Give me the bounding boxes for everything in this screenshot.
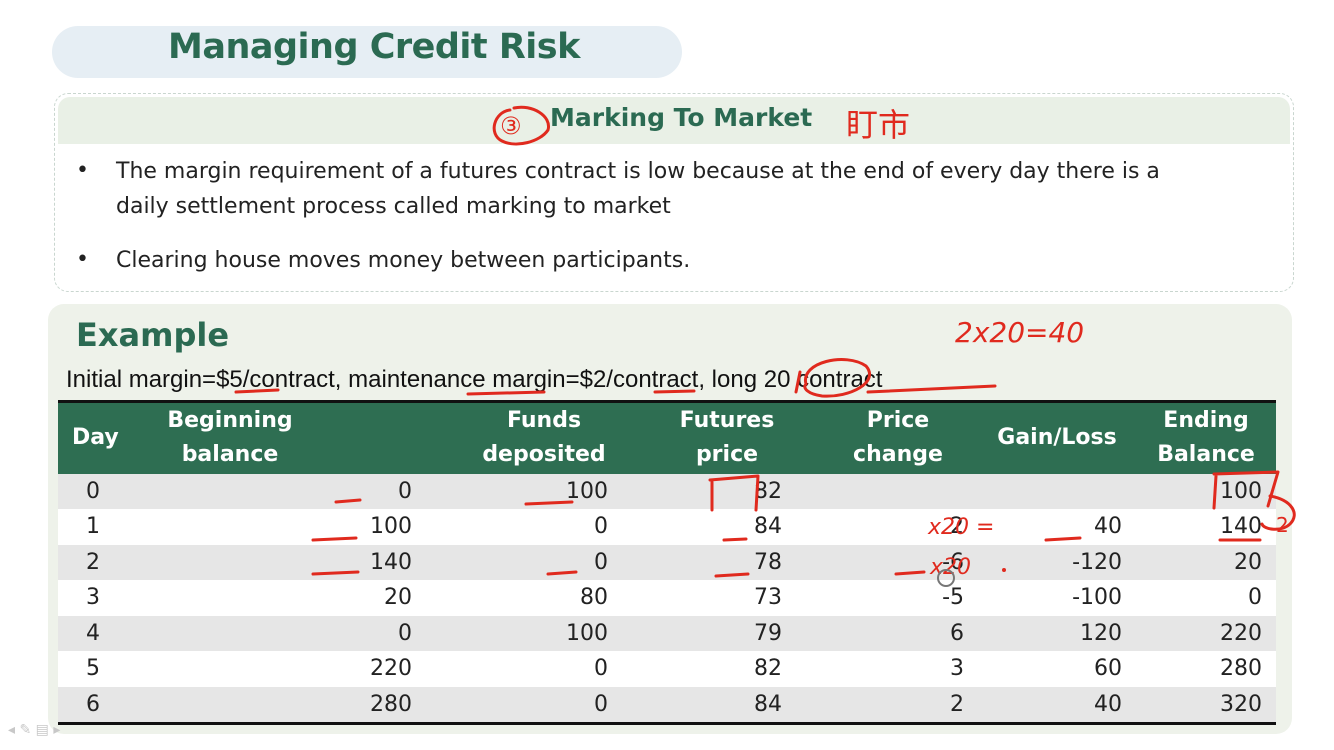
- cell-funds-deposited: 80: [580, 585, 608, 611]
- cell-beginning-balance: 0: [398, 620, 412, 646]
- header-beginning-balance: Beginning balance: [136, 400, 440, 474]
- cell-day: 4: [86, 620, 100, 646]
- cell-futures-price: 84: [754, 514, 782, 540]
- cell-price-change: [810, 474, 978, 510]
- cell-futures-price: 78: [754, 549, 782, 575]
- cell-gain-loss: -120: [1072, 549, 1122, 575]
- header-futures-price: Futures price: [648, 400, 810, 474]
- table-row: 6 280 0 84 2 40 320: [58, 686, 1276, 725]
- cell-price-change: 2: [810, 686, 978, 725]
- cell-day: 5: [86, 656, 100, 682]
- cell-beginning-balance: 20: [384, 585, 412, 611]
- cell-ending-balance: 20: [1234, 549, 1262, 575]
- cell-price-change: 2: [950, 514, 964, 540]
- cell-ending-balance: 140: [1220, 514, 1262, 540]
- cell-day: 6: [58, 686, 136, 725]
- table-row: 2 140 0 78 -6 -120 20: [58, 544, 1276, 580]
- cell-futures-price: 84: [648, 686, 810, 725]
- table-header-row: Day Beginning balance Funds deposited Futu…: [58, 400, 1276, 474]
- prev-arrow-icon[interactable]: ◂: [8, 722, 16, 738]
- header-price-change: Price change: [810, 400, 978, 474]
- cell-funds-deposited: 100: [566, 478, 608, 504]
- section-header-bar: [58, 97, 1290, 144]
- bullet-marker: •: [76, 158, 89, 183]
- cell-futures-price: 82: [754, 478, 782, 504]
- cell-beginning-balance: 220: [370, 656, 412, 682]
- cell-beginning-balance: 280: [136, 686, 440, 725]
- cell-futures-price: 73: [754, 585, 782, 611]
- table-row: 1 100 0 84 2 40 140: [58, 509, 1276, 545]
- cell-ending-balance: 220: [1220, 620, 1262, 646]
- title-bar: [52, 26, 682, 78]
- margin-account-table: Day Beginning balance Funds deposited Futu…: [58, 400, 1276, 725]
- bullet-text-1: The margin requirement of a futures cont…: [116, 159, 1160, 184]
- header-day: Day: [58, 400, 136, 474]
- slide-title: Managing Credit Risk: [168, 27, 580, 67]
- cell-gain-loss: 40: [978, 686, 1136, 725]
- bullet-text-1-cont: daily settlement process called marking …: [116, 194, 671, 219]
- example-panel: [48, 304, 1292, 734]
- cell-gain-loss: 120: [1080, 620, 1122, 646]
- menu-icon[interactable]: ▤: [35, 722, 49, 738]
- example-description: Initial margin=$5/contract, maintenance …: [66, 366, 883, 393]
- cell-gain-loss: -100: [1072, 585, 1122, 611]
- cell-day: 0: [86, 478, 100, 504]
- cell-futures-price: 82: [754, 656, 782, 682]
- cell-ending-balance: 0: [1248, 585, 1262, 611]
- pen-icon[interactable]: ✎: [19, 722, 32, 738]
- cell-beginning-balance: 140: [370, 549, 412, 575]
- cell-gain-loss: [978, 474, 1136, 510]
- cell-price-change: -6: [942, 549, 964, 575]
- cell-price-change: 6: [950, 620, 964, 646]
- table-row: 3 20 80 73 -5 -100 0: [58, 580, 1276, 616]
- cell-price-change: -5: [942, 585, 964, 611]
- table-row: 4 0 100 79 6 120 220: [58, 615, 1276, 651]
- cell-day: 1: [86, 514, 100, 540]
- cell-beginning-balance: 0: [398, 478, 412, 504]
- header-funds-deposited: Funds deposited: [440, 400, 648, 474]
- bullet-marker: •: [76, 247, 89, 272]
- cell-funds-deposited: 0: [440, 686, 648, 725]
- cell-day: 3: [86, 585, 100, 611]
- cell-ending-balance: 320: [1136, 686, 1276, 725]
- cell-price-change: 3: [950, 656, 964, 682]
- table-row: 0 0 100 82 100: [58, 473, 1276, 510]
- presentation-toolbar[interactable]: ◂ ✎ ▤ ▸: [8, 722, 60, 738]
- cell-day: 2: [86, 549, 100, 575]
- cell-ending-balance: 280: [1220, 656, 1262, 682]
- cell-funds-deposited: 0: [594, 514, 608, 540]
- cell-funds-deposited: 0: [594, 656, 608, 682]
- cell-beginning-balance: 100: [370, 514, 412, 540]
- cell-futures-price: 79: [754, 620, 782, 646]
- cell-gain-loss: 40: [1094, 514, 1122, 540]
- example-heading: Example: [76, 316, 230, 354]
- next-arrow-icon[interactable]: ▸: [53, 722, 61, 738]
- cell-ending-balance: 100: [1220, 478, 1262, 504]
- section-heading: Marking To Market: [550, 103, 813, 132]
- cell-funds-deposited: 100: [566, 620, 608, 646]
- header-ending-balance: Ending Balance: [1136, 400, 1276, 474]
- header-gain-loss: Gain/Loss: [978, 400, 1136, 474]
- table-row: 5 220 0 82 3 60 280: [58, 651, 1276, 687]
- cell-funds-deposited: 0: [594, 549, 608, 575]
- bullet-text-2: Clearing house moves money between parti…: [116, 248, 691, 273]
- cell-gain-loss: 60: [1094, 656, 1122, 682]
